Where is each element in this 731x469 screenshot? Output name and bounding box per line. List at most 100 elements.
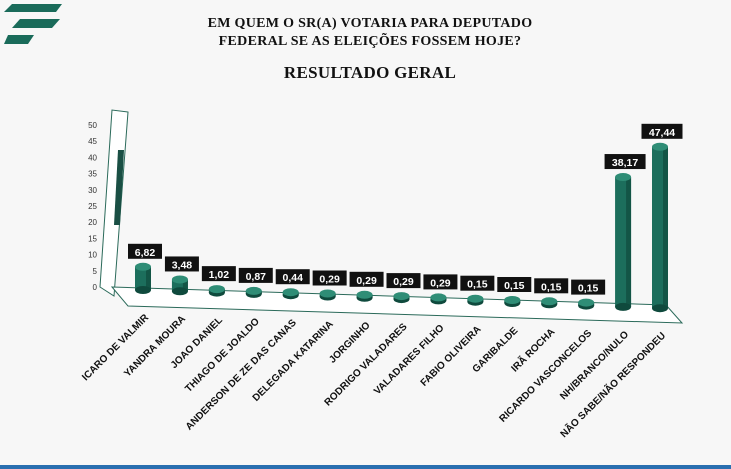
bar: [135, 262, 151, 294]
y-tick-label: 30: [88, 186, 97, 195]
bar-top: [504, 296, 521, 304]
bar: [467, 294, 484, 306]
bar-base: [171, 287, 188, 296]
data-label: 0,29: [349, 271, 384, 287]
y-tick-label: 25: [88, 202, 97, 211]
data-label-text: 6,82: [135, 247, 156, 259]
bar: [282, 288, 299, 300]
data-label-text: 47,44: [649, 127, 675, 139]
bar-shade: [146, 266, 151, 290]
data-label-text: 1,02: [209, 269, 230, 281]
bar: [319, 289, 336, 301]
data-label-box: [201, 266, 236, 282]
bar-body: [171, 279, 188, 292]
data-label-text: 3,48: [172, 259, 193, 271]
bar: [578, 298, 595, 310]
bar: [541, 297, 558, 309]
bar-top: [282, 288, 299, 297]
y-tick-label: 10: [88, 251, 97, 260]
bar-base: [135, 286, 151, 294]
data-label-box: [164, 256, 199, 272]
data-label: 0,87: [238, 267, 273, 283]
data-label-text: 0,15: [541, 281, 562, 293]
data-label-text: 0,87: [246, 271, 267, 283]
data-label-text: 0,15: [467, 279, 488, 291]
data-label: 0,29: [312, 270, 347, 286]
bottom-accent-bar: [0, 465, 731, 469]
data-label: 0,15: [534, 278, 569, 294]
chart-title-line1: EM QUEM O SR(A) VOTARIA PARA DEPUTADO: [207, 16, 533, 31]
category-label: THIAGO DE JOALDO: [183, 316, 262, 395]
bar-top: [393, 292, 410, 301]
data-label-box: [460, 275, 495, 291]
data-label-text: 0,29: [319, 274, 340, 286]
chart-title-line2: FEDERAL SE AS ELEIÇÕES FOSSEM HOJE?: [218, 34, 522, 49]
data-label-box: [349, 271, 384, 287]
data-label-box: [534, 278, 569, 294]
bar: [430, 293, 447, 305]
bar-shade: [182, 279, 188, 292]
data-label: 0,29: [423, 274, 458, 290]
data-label: 6,82: [128, 243, 162, 259]
chart-subtitle: RESULTADO GERAL: [283, 63, 457, 82]
bar-shade: [626, 177, 632, 307]
y-tick-label: 45: [88, 137, 97, 146]
category-label: DELEGADA KATARINA: [251, 319, 336, 404]
y-tick-label: 40: [88, 153, 97, 162]
data-label-box: [604, 154, 646, 170]
data-label: 1,02: [201, 266, 236, 282]
bar-shade: [663, 146, 668, 309]
bar-top: [208, 285, 225, 294]
bar-top: [430, 293, 447, 302]
bar: [504, 296, 521, 307]
data-label: 0,29: [386, 273, 421, 289]
data-label-text: 0,29: [393, 276, 414, 288]
chart-back-wall: [99, 109, 129, 297]
bar-base: [652, 304, 668, 313]
bar-top: [356, 290, 373, 299]
y-tick-label: 50: [88, 121, 97, 130]
bar-top: [615, 173, 632, 182]
data-label: 47,44: [641, 123, 683, 139]
data-label-box: [386, 273, 421, 289]
data-label-text: 38,17: [612, 157, 638, 169]
data-label-box: [275, 269, 310, 285]
bar: [652, 142, 668, 313]
bar-top: [578, 298, 595, 307]
category-label: VALADARES FILHO: [372, 323, 447, 398]
bar-top: [319, 289, 336, 298]
data-label: 0,15: [497, 277, 532, 292]
data-label-box: [238, 267, 273, 283]
y-tick-label: 5: [93, 267, 98, 276]
y-tick-label: 0: [93, 283, 98, 292]
chart-wall-shading: [114, 150, 124, 225]
data-label: 0,44: [275, 269, 310, 285]
data-label-text: 0,29: [356, 275, 377, 287]
bar-top: [652, 142, 668, 151]
data-label-box: [497, 277, 532, 292]
data-label-text: 0,29: [430, 277, 451, 289]
data-label: 0,15: [460, 275, 495, 291]
data-label: 0,15: [571, 279, 606, 295]
data-label-box: [641, 123, 683, 139]
data-label: 3,48: [164, 256, 199, 272]
chart-bars: [135, 142, 668, 313]
category-label: NH/BRANCO/NULO: [558, 329, 631, 402]
y-tick-label: 20: [88, 218, 97, 227]
data-label-box: [423, 274, 458, 290]
data-label-text: 0,44: [282, 272, 303, 284]
data-label-box: [571, 279, 606, 295]
bar-top: [541, 297, 558, 306]
data-label-text: 0,15: [578, 283, 599, 295]
y-tick-label: 35: [88, 170, 97, 179]
bar: [393, 292, 410, 304]
data-label-text: 0,15: [504, 280, 525, 292]
company-logo: [4, 4, 62, 44]
bar-top: [245, 286, 262, 295]
bar: [245, 286, 262, 298]
data-label-box: [128, 243, 162, 259]
y-tick-label: 15: [88, 234, 97, 243]
bar: [615, 173, 632, 311]
